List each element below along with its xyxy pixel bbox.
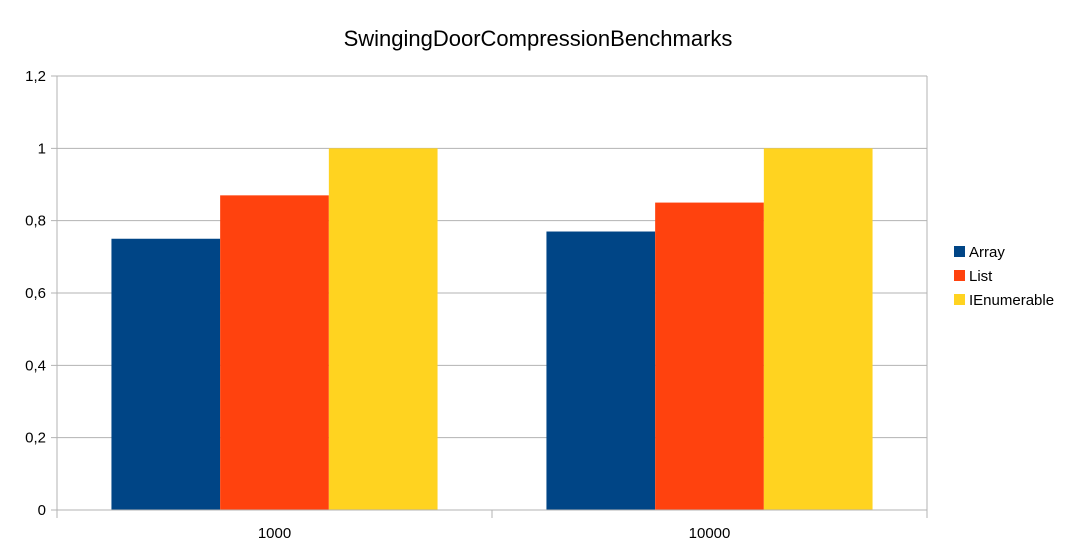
legend-swatch [954, 270, 965, 281]
axes [56, 76, 928, 518]
y-tick-label: 1,2 [25, 68, 46, 85]
legend-swatch [954, 246, 965, 257]
y-tick-label: 1 [38, 140, 46, 157]
legend-label: Array [969, 244, 1005, 261]
y-tick-label: 0,4 [25, 357, 46, 374]
bars [111, 148, 873, 511]
bar [328, 148, 438, 511]
y-tick-label: 0,2 [25, 430, 46, 447]
legend-label: List [969, 268, 993, 285]
x-axis-tick-labels: 1000 10000 [258, 525, 731, 542]
legend-swatch [954, 294, 965, 305]
x-tick-label: 10000 [689, 525, 731, 542]
bar [111, 238, 221, 510]
y-tick-label: 0,8 [25, 213, 46, 230]
y-axis-tick-labels: 0 0,2 0,4 0,6 0,8 1 1,2 [25, 68, 46, 519]
x-tick-label: 1000 [258, 525, 291, 542]
y-tick-label: 0 [38, 502, 46, 519]
bar [763, 148, 873, 511]
bar [655, 202, 764, 511]
y-tick-label: 0,6 [25, 285, 46, 302]
bar [220, 195, 329, 510]
chart-title: SwingingDoorCompressionBenchmarks [344, 26, 733, 51]
legend-label: IEnumerable [969, 292, 1054, 309]
bar [546, 231, 656, 510]
legend: Array List IEnumerable [954, 244, 1054, 309]
